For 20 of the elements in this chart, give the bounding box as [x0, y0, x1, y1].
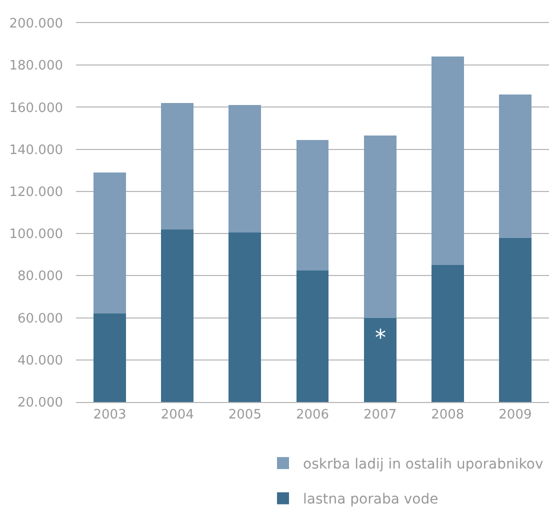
x-tick-label: 2005 [228, 408, 262, 423]
y-tick-label: 80.000 [18, 269, 63, 284]
x-tick-label: 2008 [431, 408, 464, 423]
y-tick-label: 60.000 [18, 311, 63, 326]
legend-label: lastna poraba vode [303, 492, 438, 508]
x-tick-label: 2007 [364, 408, 397, 423]
x-tick-label: 2009 [498, 408, 532, 423]
legend-label: oskrba ladij in ostalih uporabnikov [303, 456, 544, 473]
y-tick-label: 160.000 [9, 100, 63, 116]
y-tick-label: 200.000 [9, 16, 63, 32]
annotation: * [375, 326, 386, 351]
x-tick-label: 2006 [296, 408, 330, 423]
y-tick-label: 40.000 [18, 353, 63, 368]
x-tick-label: 2004 [160, 408, 194, 423]
y-tick-label: 120.000 [9, 184, 63, 200]
y-tick-label: 180.000 [9, 58, 63, 74]
y-tick-label: 100.000 [9, 227, 63, 242]
y-tick-label: 140.000 [9, 142, 63, 158]
x-tick-label: 2003 [93, 408, 126, 423]
y-tick-label: 20.000 [18, 396, 63, 411]
